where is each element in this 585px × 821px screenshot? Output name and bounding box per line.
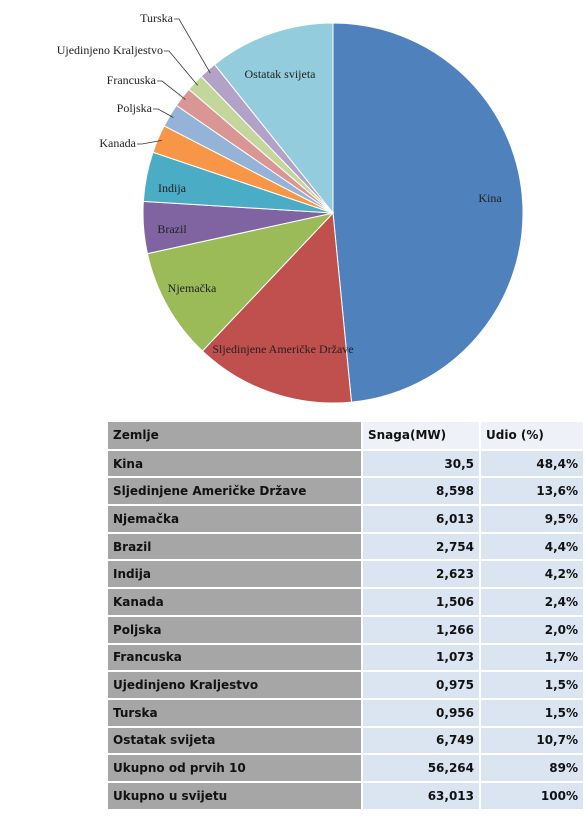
table-row: Zemlje Snaga(MW) Udio (%) <box>108 422 583 451</box>
table-cell: 0,975 <box>362 671 481 700</box>
table-cell: 30,5 <box>362 449 481 479</box>
table-cell: Ostatak svijeta <box>108 726 363 756</box>
slice-label: Kanada <box>99 136 136 150</box>
slice-label: Francuska <box>106 73 156 87</box>
table-cell: 56,264 <box>362 754 481 783</box>
table-cell: 1,7% <box>480 643 583 673</box>
table-cell: 9,5% <box>480 505 583 534</box>
table-row: Ukupno u svijetu 63,013 100% <box>108 781 583 811</box>
table-cell: 8,598 <box>362 477 481 507</box>
table-cell: 6,749 <box>362 726 481 756</box>
table-cell: 1,073 <box>362 643 481 673</box>
table-cell: 10,7% <box>480 726 583 756</box>
table-cell: 1,506 <box>362 588 481 617</box>
table-row: Poljska 1,266 2,0% <box>108 615 583 645</box>
leader-line <box>174 18 211 74</box>
pie-slice <box>332 22 524 403</box>
table-cell: 13,6% <box>480 477 583 507</box>
table-cell: Ukupno u svijetu <box>108 781 363 811</box>
table-cell: 63,013 <box>362 781 481 811</box>
table-cell: 2,0% <box>480 615 583 645</box>
data-table: Zemlje Snaga(MW) Udio (%) Kina 30,5 48,4% Slje… <box>108 422 583 811</box>
slice-label: Brazil <box>157 222 187 236</box>
slice-label: Poljska <box>116 101 152 115</box>
table-row: Turska 0,956 1,5% <box>108 698 583 728</box>
table-cell: Udio (%) <box>480 422 583 451</box>
table-cell: 2,4% <box>480 588 583 617</box>
table-cell: 2,754 <box>362 532 481 562</box>
table-cell: 4,4% <box>480 532 583 562</box>
table-cell: Turska <box>108 698 363 728</box>
table-cell: Sljedinjene Američke Države <box>108 477 363 507</box>
table-cell: Ukupno od prvih 10 <box>108 754 363 783</box>
table-cell: 6,013 <box>362 505 481 534</box>
table-row: Brazil 2,754 4,4% <box>108 532 583 562</box>
table-cell: Kanada <box>108 588 363 617</box>
table-cell: 1,5% <box>480 698 583 728</box>
table-cell: 4,2% <box>480 560 583 590</box>
table-row: Kanada 1,506 2,4% <box>108 588 583 617</box>
slice-label: Indija <box>158 181 186 195</box>
slice-label: Turska <box>140 11 173 25</box>
table-cell: 1,5% <box>480 671 583 700</box>
pie-slice <box>201 211 353 404</box>
table-cell: Ujedinjeno Kraljestvo <box>108 671 363 700</box>
slice-label: Ujedinjeno Kraljestvo <box>56 43 163 57</box>
table-row: Ostatak svijeta 6,749 10,7% <box>108 726 583 756</box>
table-cell: Poljska <box>108 615 363 645</box>
pie-chart <box>137 18 524 404</box>
table-row: Ujedinjeno Kraljestvo 0,975 1,5% <box>108 671 583 700</box>
table-cell: 100% <box>480 781 583 811</box>
table-cell: Brazil <box>108 532 363 562</box>
table-cell: Indija <box>108 560 363 590</box>
table-cell: 89% <box>480 754 583 783</box>
table-cell: Snaga(MW) <box>362 422 481 451</box>
table-cell: 2,623 <box>362 560 481 590</box>
leader-line <box>153 108 174 118</box>
table-row: Njemačka 6,013 9,5% <box>108 505 583 534</box>
slice-label: Ostatak svijeta <box>244 67 316 81</box>
table-cell: Zemlje <box>108 422 363 451</box>
slice-label: Njemačka <box>167 281 217 295</box>
leader-line <box>137 140 162 145</box>
pie-slice <box>213 22 334 215</box>
table-cell: 1,266 <box>362 615 481 645</box>
table-row: Sljedinjene Američke Države 8,598 13,6% <box>108 477 583 507</box>
table-cell: Njemačka <box>108 505 363 534</box>
table-row: Indija 2,623 4,2% <box>108 560 583 590</box>
slice-label: Kina <box>478 191 502 205</box>
table-row: Francuska 1,073 1,7% <box>108 643 583 673</box>
table-cell: 0,956 <box>362 698 481 728</box>
table-cell: Francuska <box>108 643 363 673</box>
table-row: Ukupno od prvih 10 56,264 89% <box>108 754 583 783</box>
slice-label: Sljedinjene Američke Države <box>212 342 354 356</box>
table-cell: Kina <box>108 449 363 479</box>
table-row: Kina 30,5 48,4% <box>108 449 583 479</box>
leader-line <box>164 50 199 86</box>
leader-line <box>157 80 186 100</box>
table-cell: 48,4% <box>480 449 583 479</box>
pie-slice <box>146 212 335 352</box>
